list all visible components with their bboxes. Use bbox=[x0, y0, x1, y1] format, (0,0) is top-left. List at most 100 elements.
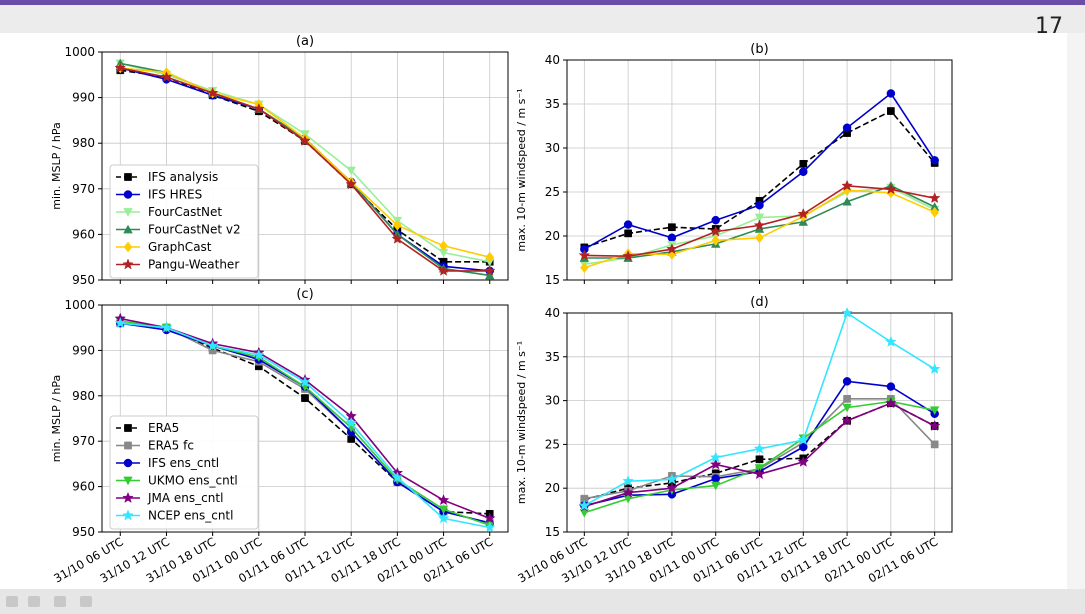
data-point bbox=[667, 233, 677, 243]
y-tick-label: 950 bbox=[72, 273, 95, 287]
data-point bbox=[666, 243, 678, 255]
y-tick-label: 980 bbox=[72, 136, 95, 150]
data-point bbox=[711, 234, 720, 246]
y-axis-label: max. 10-m windspeed / m s⁻¹ bbox=[515, 88, 528, 251]
data-point bbox=[841, 306, 853, 318]
legend-marker bbox=[123, 458, 133, 468]
slide-right-margin bbox=[1067, 33, 1085, 589]
data-point bbox=[485, 251, 495, 263]
legend-marker bbox=[123, 241, 133, 253]
data-point bbox=[437, 494, 450, 506]
legend-marker bbox=[124, 424, 132, 432]
data-point bbox=[887, 107, 895, 115]
data-point bbox=[622, 486, 634, 498]
legend-label: JMA ens_cntl bbox=[147, 491, 223, 505]
y-tick-label: 35 bbox=[545, 350, 560, 364]
data-point bbox=[301, 394, 309, 402]
legend-label: ERA5 bbox=[148, 421, 179, 435]
data-point bbox=[755, 232, 764, 244]
legend-marker bbox=[122, 491, 134, 503]
chart-title: (c) bbox=[296, 287, 313, 302]
data-point bbox=[755, 200, 764, 210]
data-point bbox=[114, 317, 127, 329]
data-point bbox=[668, 223, 676, 232]
legend-box bbox=[109, 415, 259, 530]
data-point bbox=[753, 219, 766, 231]
data-point bbox=[437, 264, 450, 276]
data-point bbox=[253, 102, 265, 114]
data-point bbox=[930, 156, 939, 165]
data-point bbox=[393, 219, 402, 231]
series-ifs-hres bbox=[580, 89, 939, 254]
legend-label: UKMO ens_cntl bbox=[148, 474, 238, 488]
data-point bbox=[160, 321, 173, 333]
y-tick-label: 990 bbox=[72, 91, 95, 105]
back-arrow-icon[interactable] bbox=[6, 596, 18, 607]
legend-marker bbox=[123, 190, 133, 199]
data-point bbox=[928, 363, 941, 374]
y-tick-label: 990 bbox=[72, 343, 95, 357]
legend-label: IFS analysis bbox=[148, 170, 218, 184]
y-tick-label: 15 bbox=[545, 273, 560, 287]
data-point bbox=[666, 473, 678, 485]
data-point bbox=[299, 134, 311, 146]
data-point bbox=[841, 414, 853, 426]
y-tick-label: 15 bbox=[545, 525, 560, 539]
data-point bbox=[709, 225, 722, 237]
y-tick-label: 25 bbox=[545, 437, 560, 451]
data-point bbox=[709, 451, 722, 463]
chart-title: (a) bbox=[296, 34, 314, 49]
chart-title: (b) bbox=[750, 42, 768, 57]
data-point bbox=[843, 394, 851, 403]
data-point bbox=[928, 419, 941, 431]
data-point bbox=[797, 207, 810, 219]
y-tick-label: 25 bbox=[545, 185, 560, 199]
data-point bbox=[483, 264, 496, 276]
legend-marker bbox=[123, 224, 133, 234]
y-tick-label: 40 bbox=[545, 306, 560, 320]
data-point bbox=[797, 455, 810, 467]
data-point bbox=[391, 471, 404, 483]
data-point bbox=[439, 240, 448, 252]
y-tick-label: 35 bbox=[545, 97, 560, 111]
chart-panel-a: 950 960 970 980 990 1000 (a) min. MSLP / hPa IFS… bbox=[50, 34, 509, 287]
y-tick-label: 40 bbox=[545, 53, 560, 67]
y-tick-label: 970 bbox=[72, 182, 95, 196]
data-point bbox=[842, 403, 852, 413]
chart-panel-b: 15 20 25 30 35 40 (b) max. 10-m windspeed / m s… bbox=[515, 42, 953, 287]
series-line bbox=[584, 110, 936, 249]
data-point bbox=[391, 232, 404, 244]
series-ncep-ens-cntl bbox=[114, 317, 496, 533]
data-point bbox=[711, 215, 720, 225]
data-point bbox=[886, 382, 896, 391]
y-tick-label: 30 bbox=[545, 141, 560, 155]
data-point bbox=[253, 348, 265, 360]
pen-icon[interactable] bbox=[28, 596, 40, 607]
data-point bbox=[841, 179, 853, 191]
y-tick-label: 1000 bbox=[64, 298, 95, 312]
y-tick-label: 970 bbox=[72, 434, 95, 448]
legend-marker bbox=[123, 208, 133, 217]
data-point bbox=[753, 468, 766, 480]
data-point bbox=[928, 192, 941, 204]
slides-icon[interactable] bbox=[54, 596, 66, 607]
legend-label: Pangu-Weather bbox=[148, 258, 239, 272]
data-point bbox=[885, 183, 897, 195]
data-point bbox=[484, 270, 495, 280]
data-point bbox=[885, 335, 897, 347]
data-point bbox=[709, 458, 722, 470]
data-point bbox=[842, 123, 852, 133]
data-point bbox=[842, 196, 852, 206]
data-point bbox=[666, 482, 678, 494]
data-point bbox=[799, 167, 808, 177]
data-point bbox=[299, 376, 311, 388]
data-point bbox=[437, 512, 450, 524]
slide-header-strip bbox=[0, 5, 1085, 33]
data-point bbox=[622, 250, 634, 262]
data-point bbox=[345, 416, 357, 428]
data-point bbox=[885, 397, 897, 409]
window-top-bar bbox=[0, 0, 1085, 5]
zoom-icon[interactable] bbox=[80, 596, 92, 607]
